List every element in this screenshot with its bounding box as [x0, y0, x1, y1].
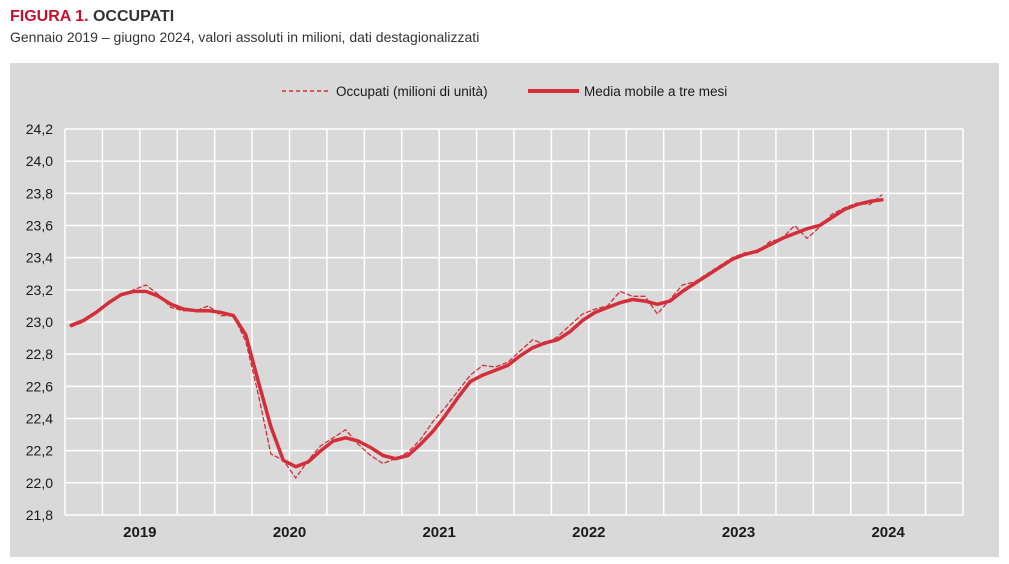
y-tick-label: 24,2 — [26, 121, 53, 137]
x-tick-label: 2022 — [572, 524, 605, 541]
y-tick-label: 22,4 — [26, 411, 53, 427]
grid-lines — [64, 128, 964, 516]
x-tick-label: 2019 — [123, 524, 156, 541]
y-tick-label: 23,2 — [26, 282, 53, 298]
x-tick-label: 2023 — [722, 524, 755, 541]
figure-number: FIGURA 1. — [10, 8, 89, 25]
figure-title: FIGURA 1. OCCUPATI — [10, 6, 479, 28]
y-tick-label: 22,6 — [26, 378, 53, 394]
figure-subtitle: Gennaio 2019 – giugno 2024, valori assol… — [10, 29, 480, 45]
y-tick-label: 23,6 — [26, 218, 53, 234]
y-tick-label: 23,8 — [26, 185, 53, 201]
y-tick-label: 23,4 — [26, 250, 53, 266]
x-axis: 2019 2020 2021 2022 2023 2024 — [123, 524, 905, 541]
figure-title-text: OCCUPATI — [92, 8, 175, 25]
figure-header: FIGURA 1. OCCUPATI Gennaio 2019 – giugno… — [10, 6, 479, 46]
line-chart: 21,8 22,0 22,2 22,4 22,6 22,8 23,0 23,2 23,4 23,6… — [26, 84, 964, 541]
y-tick-label: 22,0 — [26, 475, 53, 491]
y-tick-label: 24,0 — [26, 153, 53, 169]
y-tick-label: 22,8 — [26, 346, 53, 362]
series-lines — [69, 194, 884, 479]
legend: Occupati (milioni di unità) Media mobile… — [282, 84, 727, 99]
y-tick-label: 21,8 — [26, 507, 53, 523]
legend-label-media-mobile: Media mobile a tre mesi — [584, 84, 727, 99]
series-line-media-mobile — [69, 198, 884, 469]
y-tick-label: 23,0 — [26, 314, 53, 330]
y-tick-label: 22,2 — [26, 443, 53, 459]
chart-panel: 21,8 22,0 22,2 22,4 22,6 22,8 23,0 23,2 23,4 23,6… — [10, 63, 999, 557]
x-tick-label: 2020 — [273, 524, 306, 541]
x-tick-label: 2024 — [871, 524, 905, 541]
legend-label-occupati: Occupati (milioni di unità) — [336, 84, 488, 99]
y-axis: 21,8 22,0 22,2 22,4 22,6 22,8 23,0 23,2 23,4 23,6… — [26, 121, 53, 523]
x-tick-label: 2021 — [422, 524, 455, 541]
